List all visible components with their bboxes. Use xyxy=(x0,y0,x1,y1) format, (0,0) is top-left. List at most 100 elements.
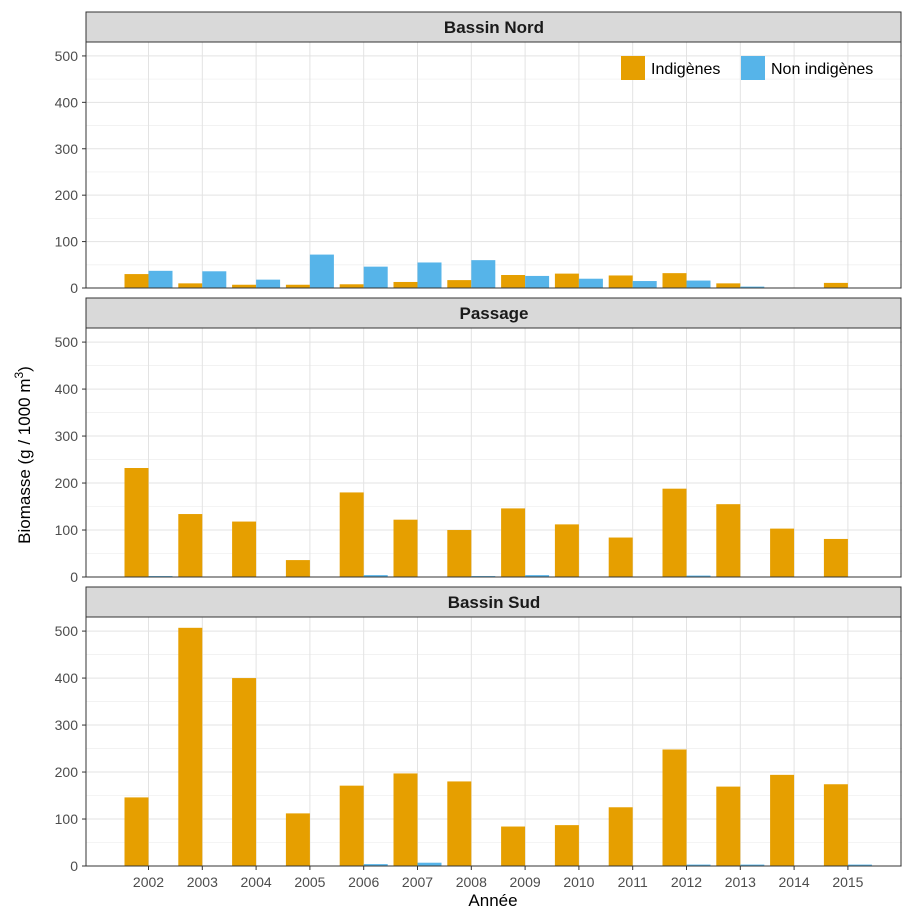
bar-indigenes-2015 xyxy=(823,784,848,866)
x-tick-label: 2008 xyxy=(456,874,487,890)
y-tick-label: 500 xyxy=(55,623,79,639)
panel-title: Bassin Nord xyxy=(444,18,544,37)
bar-indigenes-2009 xyxy=(501,508,526,577)
bar-indigenes-2012 xyxy=(662,488,687,577)
bar-indigenes-2006 xyxy=(339,785,364,866)
panel-2: Bassin Sud 0 100 200 300 400 500 xyxy=(55,586,902,874)
plot-area xyxy=(86,617,901,866)
bar-non-indigenes-2011 xyxy=(632,281,657,288)
bar-non-indigenes-2015 xyxy=(847,864,872,866)
bar-indigenes-2015 xyxy=(823,282,848,288)
bar-indigenes-2006 xyxy=(339,492,364,577)
bar-indigenes-2011 xyxy=(608,807,633,866)
x-tick-label: 2014 xyxy=(779,874,810,890)
x-axis: 2002 2003 2004 2005 2006 2007 2008 2009 2010 2011… xyxy=(133,866,864,890)
x-tick-label: 2012 xyxy=(671,874,702,890)
y-tick-label: 0 xyxy=(70,858,78,874)
bar-non-indigenes-2007 xyxy=(417,862,442,866)
bar-non-indigenes-2009 xyxy=(525,575,550,577)
bar-indigenes-2004 xyxy=(232,521,257,577)
bar-non-indigenes-2002 xyxy=(148,270,173,288)
x-tick-label: 2015 xyxy=(832,874,863,890)
panel-border xyxy=(85,616,902,867)
bar-non-indigenes-2008 xyxy=(471,260,496,288)
y-axis-title-main: Biomasse (g / 1000 m xyxy=(15,379,34,544)
bar-indigenes-2008 xyxy=(447,530,472,577)
x-axis-title: Année xyxy=(468,891,517,910)
x-tick-label: 2004 xyxy=(241,874,272,890)
bar-indigenes-2015 xyxy=(823,538,848,577)
legend-key-indigenes xyxy=(621,56,645,80)
x-tick-label: 2010 xyxy=(563,874,594,890)
legend: Indigènes Non indigènes xyxy=(621,56,873,80)
x-tick-label: 2006 xyxy=(348,874,379,890)
bar-non-indigenes-2012 xyxy=(686,575,711,577)
y-tick-label: 300 xyxy=(55,141,79,157)
x-tick-label: 2013 xyxy=(725,874,756,890)
y-tick-label: 500 xyxy=(55,48,79,64)
bar-indigenes-2006 xyxy=(339,284,364,288)
bar-indigenes-2008 xyxy=(447,781,472,866)
bar-indigenes-2013 xyxy=(716,504,741,577)
bar-non-indigenes-2013 xyxy=(740,286,765,288)
x-tick-label: 2005 xyxy=(294,874,325,890)
x-tick-label: 2003 xyxy=(187,874,218,890)
bar-indigenes-2010 xyxy=(554,273,579,288)
y-tick-label: 0 xyxy=(70,280,78,296)
bar-non-indigenes-2005 xyxy=(309,254,334,288)
panel-title: Bassin Sud xyxy=(448,593,541,612)
bar-indigenes-2012 xyxy=(662,273,687,288)
bar-indigenes-2002 xyxy=(124,274,149,288)
x-tick-label: 2009 xyxy=(510,874,541,890)
bar-non-indigenes-2007 xyxy=(417,262,442,288)
panel-border xyxy=(85,327,902,578)
y-tick-label: 400 xyxy=(55,670,79,686)
bar-indigenes-2013 xyxy=(716,283,741,288)
y-tick-label: 0 xyxy=(70,569,78,585)
y-tick-label: 300 xyxy=(55,717,79,733)
bar-indigenes-2010 xyxy=(554,825,579,866)
bar-indigenes-2011 xyxy=(608,537,633,577)
legend-label-indigenes: Indigènes xyxy=(651,61,720,78)
x-tick-label: 2002 xyxy=(133,874,164,890)
bar-indigenes-2005 xyxy=(285,284,310,288)
y-tick-label: 100 xyxy=(55,234,79,250)
panel-0: Bassin Nord 0 100 200 300 400 500 xyxy=(55,11,902,296)
panel-1: Passage 0 100 200 300 400 500 xyxy=(55,297,902,585)
bar-indigenes-2005 xyxy=(285,813,310,866)
bar-non-indigenes-2009 xyxy=(525,275,550,288)
bar-indigenes-2003 xyxy=(178,627,203,866)
y-tick-label: 300 xyxy=(55,428,79,444)
bar-indigenes-2010 xyxy=(554,524,579,577)
bar-indigenes-2003 xyxy=(178,514,203,577)
legend-label-non-indigenes: Non indigènes xyxy=(771,61,873,78)
bar-indigenes-2007 xyxy=(393,773,418,866)
bar-indigenes-2008 xyxy=(447,280,472,288)
panel-title: Passage xyxy=(460,304,529,323)
bar-indigenes-2007 xyxy=(393,281,418,288)
legend-key-non-indigenes xyxy=(741,56,765,80)
plot-area xyxy=(86,328,901,577)
y-tick-label: 200 xyxy=(55,475,79,491)
bar-indigenes-2003 xyxy=(178,283,203,288)
y-tick-label: 100 xyxy=(55,811,79,827)
bar-non-indigenes-2012 xyxy=(686,280,711,288)
bar-non-indigenes-2003 xyxy=(202,271,227,288)
y-axis-title-superscript: 3 xyxy=(12,372,26,379)
panels-layer: Bassin Nord 0 100 200 300 400 500 Passage 0 100 20… xyxy=(55,11,902,874)
y-tick-label: 100 xyxy=(55,522,79,538)
plot-area xyxy=(86,42,901,288)
bar-indigenes-2014 xyxy=(770,774,795,866)
bar-indigenes-2002 xyxy=(124,468,149,577)
bar-non-indigenes-2010 xyxy=(578,278,603,288)
bar-indigenes-2011 xyxy=(608,275,633,288)
bar-indigenes-2007 xyxy=(393,519,418,577)
panel-strip xyxy=(85,11,902,43)
y-tick-label: 400 xyxy=(55,94,79,110)
bar-non-indigenes-2004 xyxy=(256,279,281,288)
y-axis-title: Biomasse (g / 1000 m3) xyxy=(12,366,34,544)
bar-non-indigenes-2006 xyxy=(363,575,388,577)
bar-non-indigenes-2006 xyxy=(363,864,388,866)
y-tick-label: 200 xyxy=(55,187,79,203)
bar-indigenes-2004 xyxy=(232,284,257,288)
